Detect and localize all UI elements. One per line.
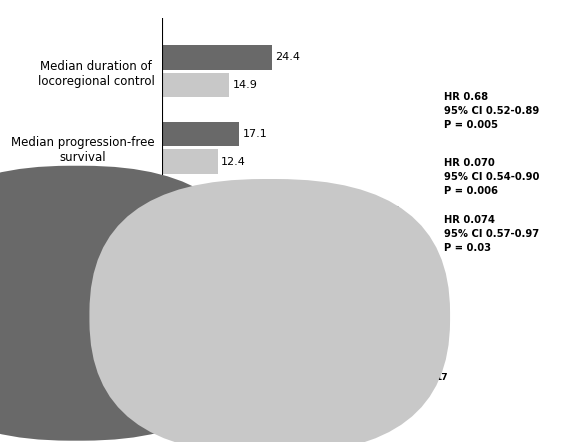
Text: Fig. 1 – Radiotherapy plus cetuximab versus radiotherapy: Fig. 1 – Radiotherapy plus cetuximab ver…	[17, 340, 424, 353]
Text: Radiotherapy + cetuximab (N = 211): Radiotherapy + cetuximab (N = 211)	[87, 298, 290, 308]
Legend: Radiotherapy + cetuximab (N = 211), Radiotherapy alone (N = 213): Radiotherapy + cetuximab (N = 211), Radi…	[0, 326, 416, 336]
Text: HR: hazard ratio and CI: confidence interval.: HR: hazard ratio and CI: confidence inte…	[17, 418, 330, 431]
Text: Radiotherapy alone (N = 213): Radiotherapy alone (N = 213)	[280, 311, 443, 321]
Bar	[162, 198, 383, 223]
Text: 17: 17	[435, 373, 448, 382]
Text: 17.1: 17.1	[242, 129, 267, 139]
Text: HR 0.070
95% Cl 0.54-0.90
P = 0.006: HR 0.070 95% Cl 0.54-0.90 P = 0.006	[444, 158, 539, 196]
Text: 49: 49	[387, 206, 401, 216]
Text: 24.4: 24.4	[275, 53, 301, 62]
Text: 12.4: 12.4	[221, 156, 246, 167]
Text: alone in locoregionally advanced SCCHN: efficacy results.: alone in locoregionally advanced SCCHN: …	[17, 380, 422, 393]
Text: 14.9: 14.9	[233, 80, 257, 90]
Bar	[162, 122, 239, 146]
Text: 29.3: 29.3	[298, 233, 323, 243]
Text: HR 0.074
95% Cl 0.57-0.97
P = 0.03: HR 0.074 95% Cl 0.57-0.97 P = 0.03	[444, 215, 539, 253]
Text: HR 0.68
95% Cl 0.52-0.89
P = 0.005: HR 0.68 95% Cl 0.52-0.89 P = 0.005	[444, 91, 539, 130]
Bar	[162, 45, 272, 70]
X-axis label: Months: Months	[275, 302, 320, 315]
Bar	[162, 226, 294, 250]
Bar	[162, 73, 229, 97]
Bar	[162, 149, 218, 174]
